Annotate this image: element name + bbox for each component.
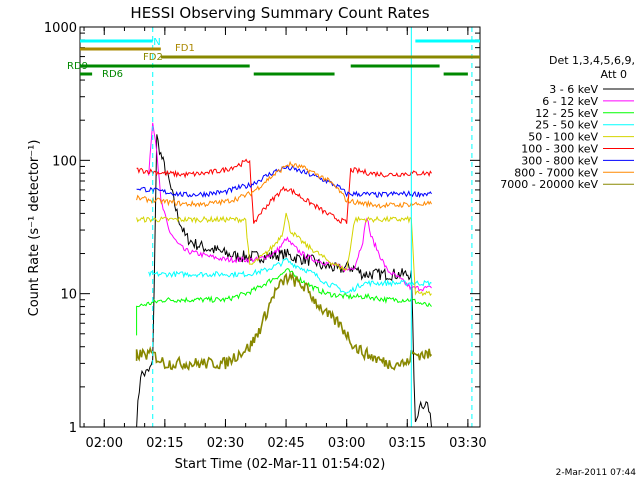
legend-header-2: Att 0 [601,68,627,81]
x-tick-label-4: 02:45 [267,436,304,451]
plot-area [80,27,473,427]
series-line-3 [136,268,432,336]
x-tick-label-7: 03:30 [449,436,486,451]
y-tick-label-3: 100 [52,154,77,169]
series-line-1 [136,134,432,427]
flag-label-fd1: FD1 [175,43,195,54]
legend-label-5: 50 - 100 keV [528,131,598,144]
flag-label-rd6: RD6 [102,69,123,80]
legend-label-8: 800 - 7000 keV [514,166,598,179]
x-tick-label-6: 03:15 [389,436,426,451]
series-line-5 [136,212,432,297]
series-line-9 [135,271,433,371]
chart-title: HESSI Observing Summary Count Rates [130,4,429,22]
y-tick-label-4: 1000 [44,21,77,36]
legend-label-9: 7000 - 20000 keV [500,178,598,191]
timestamp: 2-Mar-2011 07:44 [556,468,637,478]
y-axis-label: Count Rate (s⁻¹ detector⁻¹) [27,140,42,317]
series-line-8 [136,160,432,209]
flag-label-rd9: RD9 [67,61,88,72]
x-axis-label: Start Time (02-Mar-11 01:54:02) [175,457,386,472]
flag-label-n: N [153,37,160,48]
x-tick-label-1: 02:00 [86,436,123,451]
y-tick-label-1: 1 [69,421,77,436]
legend-label-7: 300 - 800 keV [521,154,598,167]
x-tick-label-3: 02:30 [207,436,244,451]
legend-header-1: Det 1,3,4,5,6,9, [549,54,635,67]
legend-label-3: 12 - 25 keV [535,107,598,120]
y-tick-label-2: 10 [60,288,77,303]
legend-label-6: 100 - 300 keV [521,143,598,156]
series-line-6 [136,158,432,224]
x-tick-label-5: 03:00 [328,436,365,451]
legend-label-2: 6 - 12 keV [542,95,598,108]
series-line-4 [148,257,432,294]
series-line-7 [136,164,432,199]
plot-frame [79,26,481,428]
series-line-2 [148,122,432,292]
flag-label-fd2: FD2 [143,52,163,63]
legend-label-1: 3 - 6 keV [549,83,598,96]
legend-label-4: 25 - 50 keV [535,119,598,132]
x-tick-label-2: 02:15 [146,436,183,451]
